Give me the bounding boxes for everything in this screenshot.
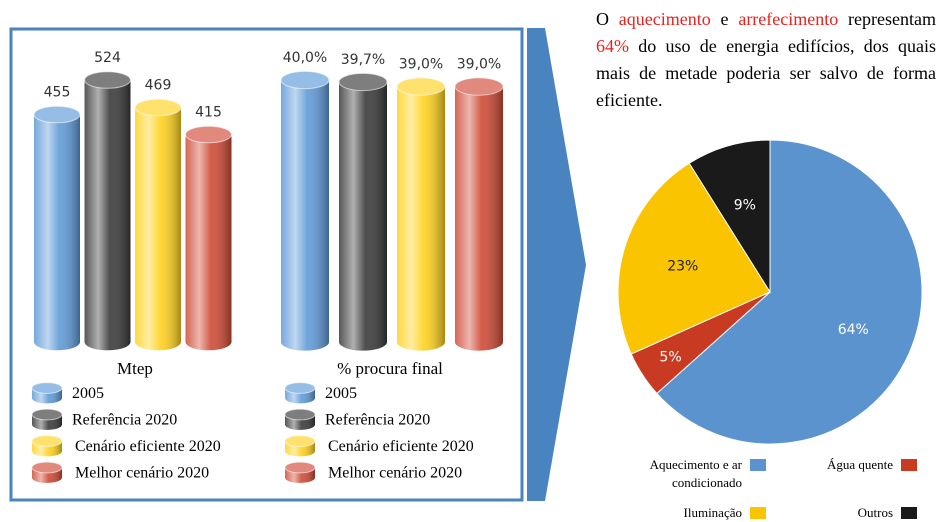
- paragraph: O aquecimento e arrefecimento representa…: [596, 6, 936, 114]
- axis-title: Mtep: [117, 359, 153, 378]
- bar-top-shine: [339, 73, 387, 91]
- value-label: 39,0%: [457, 57, 501, 73]
- bar-top: [84, 71, 131, 89]
- bar-top: [280, 70, 330, 90]
- legend-item: Aquecimento e ar condicionado: [612, 456, 766, 492]
- legend-label: Melhor cenário 2020: [75, 465, 209, 482]
- bar-top-shine: [84, 71, 131, 89]
- legend-icon-top-shine: [285, 435, 315, 447]
- paragraph-text: 64%: [596, 36, 629, 56]
- legend-icon-top-shine: [285, 462, 315, 473]
- bar-top: [454, 77, 504, 96]
- legend-label: Água quente: [826, 457, 893, 472]
- value-label: 469: [145, 78, 172, 94]
- value-label: 455: [44, 85, 71, 101]
- legend-icon-top-shine: [285, 409, 315, 420]
- legend-label: Melhor cenário 2020: [328, 465, 462, 482]
- value-label: 415: [195, 105, 222, 121]
- slice-label: 64%: [838, 322, 869, 338]
- legend-swatch: [750, 459, 766, 471]
- bar-gloss: [185, 134, 232, 342]
- legend-label: Cenário eficiente 2020: [75, 438, 221, 455]
- bar-top: [396, 77, 446, 96]
- legend-label: Referência 2020: [325, 412, 430, 429]
- legend-icon-top-shine: [32, 435, 62, 447]
- legend-item: Iluminação: [612, 504, 766, 522]
- legend-swatch: [901, 459, 917, 471]
- paragraph-text: do uso de energia edifícios, dos quais m…: [596, 36, 936, 110]
- pie-slice: [688, 139, 771, 294]
- paragraph-text: O: [596, 9, 619, 29]
- pie-slice: [656, 139, 923, 445]
- paragraph-text: aquecimento: [618, 9, 711, 29]
- pie-slice: [617, 162, 771, 355]
- bar-gloss: [339, 81, 387, 342]
- slice-label: 5%: [659, 350, 681, 366]
- bar-gloss: [135, 107, 181, 342]
- legend-label: Cenário eficiente 2020: [328, 438, 474, 455]
- legend-icon-top: [31, 382, 63, 394]
- legend-icon-top-shine: [32, 409, 62, 420]
- arrow: [527, 28, 586, 501]
- axis-title: % procura final: [337, 359, 443, 378]
- bar-gloss: [281, 80, 329, 342]
- legend-icon-top-shine: [285, 382, 315, 394]
- paragraph-text: representam: [838, 9, 937, 29]
- legend-swatch: [750, 507, 766, 519]
- legend-icon-top: [31, 435, 63, 447]
- paragraph-text: e: [710, 9, 739, 29]
- bar-gloss: [34, 114, 80, 342]
- paragraph-text: arrefecimento: [738, 9, 839, 29]
- value-label: 40,0%: [283, 50, 327, 66]
- bar-top-shine: [455, 77, 503, 96]
- legend-swatch: [901, 507, 917, 519]
- legend-label: Aquecimento e ar condicionado: [649, 457, 742, 490]
- legend-item: Outros: [783, 504, 917, 522]
- legend-label: Outros: [857, 505, 893, 520]
- bar-top: [185, 125, 232, 144]
- legend-icon-top-shine: [32, 382, 62, 394]
- legend-icon-top: [284, 382, 316, 394]
- slice-label: 9%: [734, 197, 756, 213]
- bar-top-shine: [185, 126, 232, 143]
- value-label: 39,0%: [399, 57, 443, 73]
- value-label: 39,7%: [341, 52, 385, 68]
- bar-top: [338, 72, 388, 92]
- bar-top-shine: [135, 99, 181, 116]
- bar-top-shine: [34, 106, 80, 123]
- bar-top: [33, 105, 81, 124]
- legend-icon-top-shine: [32, 462, 62, 473]
- bar-gloss: [84, 80, 131, 342]
- legend-icon-top: [284, 461, 316, 474]
- bar-top-shine: [281, 71, 329, 89]
- slice-label: 23%: [667, 258, 698, 274]
- legend-label: 2005: [72, 385, 104, 402]
- legend-icon-top: [284, 408, 316, 421]
- legend-label: 2005: [325, 385, 357, 402]
- legend-icon-top: [31, 461, 63, 474]
- bar-gloss: [455, 86, 503, 342]
- value-label: 524: [94, 50, 121, 66]
- legend-label: Iluminação: [683, 505, 742, 520]
- legend-icon-top: [284, 435, 316, 447]
- legend-label: Referência 2020: [72, 412, 177, 429]
- bar-top: [134, 98, 182, 117]
- bar-gloss: [397, 86, 445, 342]
- legend-item: Água quente: [783, 456, 917, 474]
- bar-top-shine: [397, 77, 445, 96]
- legend-icon-top: [31, 408, 63, 421]
